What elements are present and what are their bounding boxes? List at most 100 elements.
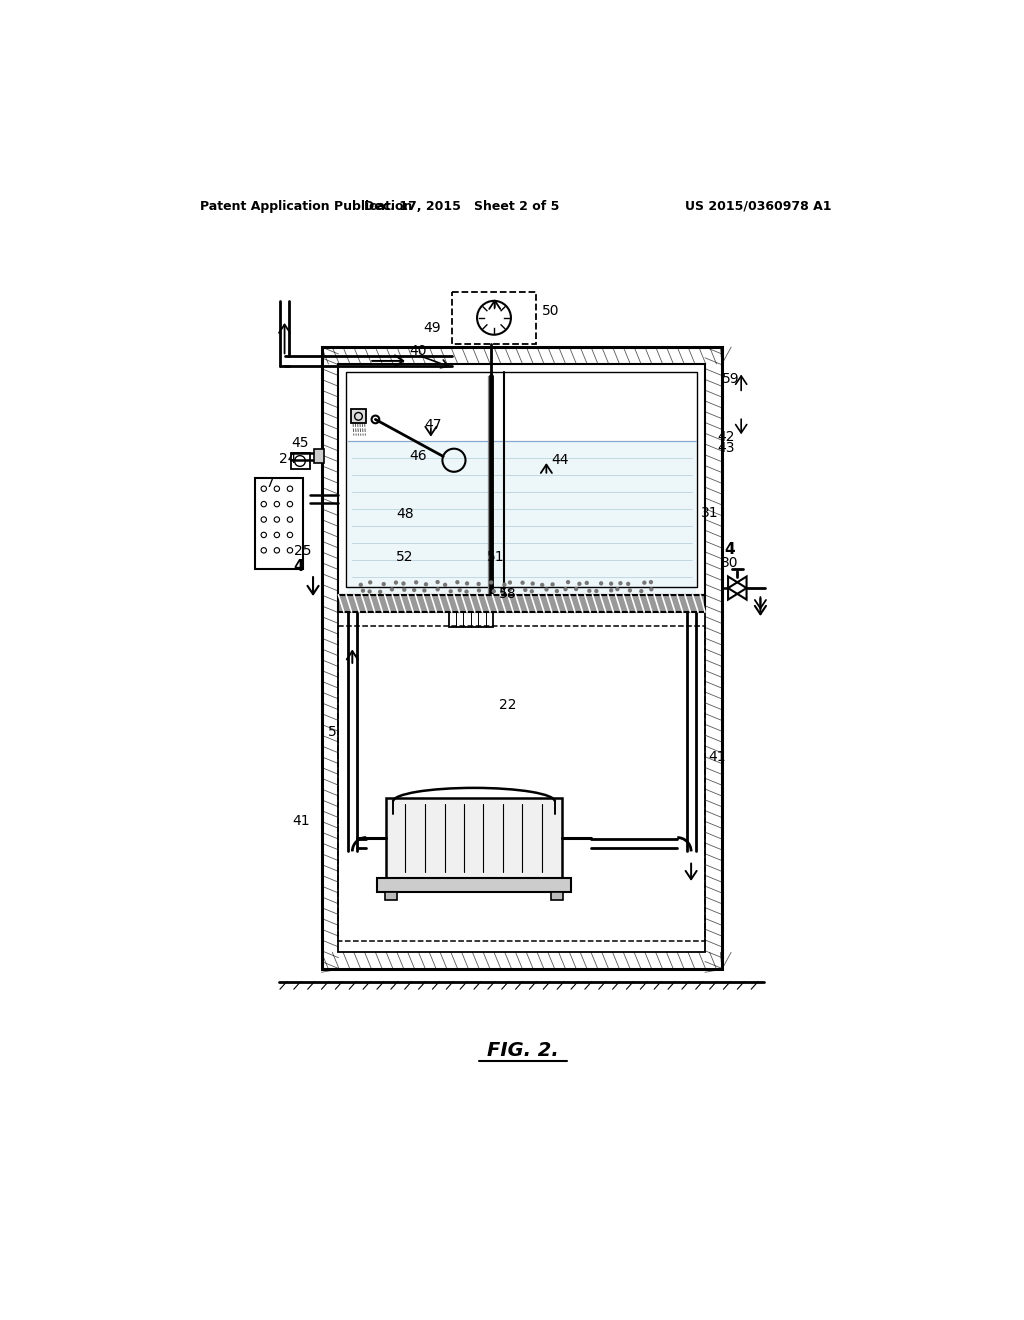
Text: 47: 47 (424, 418, 442, 432)
Circle shape (642, 581, 646, 585)
Circle shape (530, 581, 535, 586)
Text: 59: 59 (722, 372, 739, 385)
Circle shape (449, 589, 453, 594)
Circle shape (649, 587, 653, 591)
Circle shape (424, 582, 428, 586)
Text: 48: 48 (396, 507, 414, 521)
Text: 40: 40 (409, 345, 427, 358)
Text: 46: 46 (410, 449, 427, 462)
Text: 5: 5 (328, 725, 337, 739)
Bar (313, 449, 324, 463)
Text: 49: 49 (424, 321, 441, 335)
Bar (348, 441, 695, 593)
Circle shape (401, 581, 406, 586)
Circle shape (626, 582, 631, 586)
Bar (255, 478, 303, 569)
Circle shape (555, 589, 559, 593)
Circle shape (618, 581, 623, 585)
Text: 45: 45 (291, 437, 308, 450)
Text: 41: 41 (293, 813, 310, 828)
Circle shape (609, 582, 613, 586)
Circle shape (508, 587, 512, 591)
Circle shape (435, 587, 440, 591)
Text: 25: 25 (294, 544, 311, 558)
Bar (377, 878, 571, 892)
Text: 4: 4 (724, 543, 735, 557)
Circle shape (550, 582, 555, 586)
Text: 52: 52 (396, 550, 414, 564)
Circle shape (476, 582, 481, 586)
Text: 43: 43 (718, 441, 735, 455)
Circle shape (585, 581, 589, 585)
Bar (346, 372, 697, 587)
Text: US 2015/0360978 A1: US 2015/0360978 A1 (685, 199, 831, 213)
Circle shape (412, 587, 417, 593)
Text: 58: 58 (499, 587, 517, 601)
Circle shape (378, 590, 382, 594)
Circle shape (443, 582, 447, 587)
Circle shape (615, 587, 620, 591)
Circle shape (390, 587, 394, 591)
Text: 41: 41 (709, 751, 726, 764)
Circle shape (628, 589, 632, 593)
Circle shape (458, 587, 462, 593)
Text: 7: 7 (266, 477, 275, 490)
Circle shape (594, 589, 599, 593)
Bar (449, 612, 494, 627)
Circle shape (368, 581, 373, 585)
Text: 31: 31 (700, 506, 719, 520)
Circle shape (422, 589, 427, 593)
Circle shape (464, 590, 469, 594)
Circle shape (477, 589, 481, 593)
Text: 22: 22 (499, 698, 517, 711)
Circle shape (500, 590, 505, 594)
Circle shape (368, 589, 372, 594)
Circle shape (382, 582, 386, 586)
Bar (453, 292, 536, 345)
Circle shape (465, 581, 469, 586)
Circle shape (358, 582, 362, 587)
Circle shape (520, 581, 524, 585)
Circle shape (574, 587, 579, 591)
Circle shape (523, 587, 527, 593)
Circle shape (639, 589, 643, 593)
Circle shape (489, 581, 494, 585)
Circle shape (649, 579, 653, 585)
Text: 44: 44 (552, 453, 569, 467)
Circle shape (502, 582, 507, 587)
Circle shape (492, 589, 496, 594)
Text: 30: 30 (721, 557, 738, 570)
Bar (339, 364, 705, 595)
Text: 24: 24 (279, 451, 296, 466)
Text: 51: 51 (486, 550, 505, 564)
Text: Dec. 17, 2015   Sheet 2 of 5: Dec. 17, 2015 Sheet 2 of 5 (364, 199, 559, 213)
Circle shape (402, 587, 407, 591)
Circle shape (563, 587, 567, 591)
Circle shape (529, 589, 534, 594)
Text: FIG. 2.: FIG. 2. (487, 1040, 559, 1060)
Circle shape (599, 581, 603, 586)
Bar (339, 364, 705, 952)
Circle shape (360, 589, 366, 593)
Bar (291, 453, 310, 470)
Bar (322, 347, 722, 969)
Circle shape (435, 579, 439, 585)
Text: 42: 42 (718, 430, 735, 444)
Circle shape (545, 587, 549, 591)
Circle shape (456, 579, 460, 585)
Bar (385, 892, 397, 900)
Bar (339, 595, 705, 612)
Circle shape (566, 579, 570, 585)
Bar (351, 409, 367, 424)
Text: 50: 50 (542, 304, 559, 318)
Circle shape (578, 582, 582, 586)
Circle shape (587, 589, 592, 593)
Circle shape (540, 583, 545, 587)
Bar (386, 797, 562, 878)
Circle shape (609, 589, 613, 593)
Circle shape (508, 581, 512, 585)
Text: Patent Application Publication: Patent Application Publication (200, 199, 413, 213)
Text: 4: 4 (293, 558, 304, 574)
Circle shape (414, 581, 419, 585)
Bar (339, 626, 705, 941)
